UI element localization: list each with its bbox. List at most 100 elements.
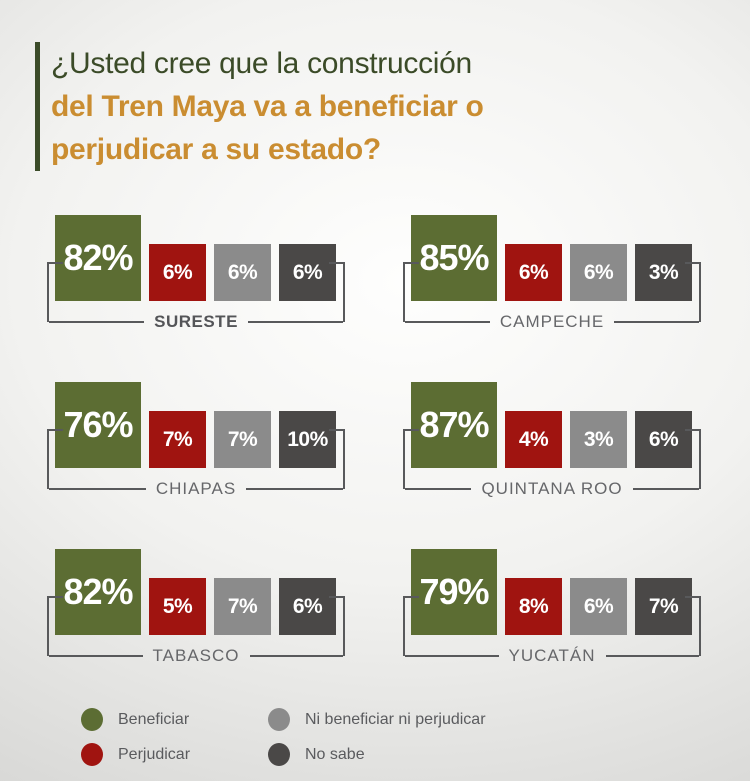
bracket-bottom: TABASCO — [49, 645, 344, 667]
bar-value: 3% — [583, 427, 614, 451]
bracket-bottom: YUCATÁN — [405, 645, 700, 667]
bar-value: 3% — [648, 260, 679, 284]
legend-column-1: Beneficiar Perjudicar — [81, 708, 268, 766]
bracket-line — [614, 321, 700, 323]
question-title: ¿Usted cree que la construcción del Tren… — [35, 42, 701, 171]
bar-perjudicar: 6% — [149, 244, 206, 301]
bracket-left — [403, 596, 419, 656]
bar-value: 6% — [162, 260, 193, 284]
bar-value: 7% — [227, 427, 258, 451]
bar-row: 85% 6% 6% 3% — [403, 215, 701, 301]
bar-value: 6% — [648, 427, 679, 451]
bar-no-sabe: 6% — [279, 578, 336, 635]
bracket-line — [632, 488, 699, 490]
bar-value: 10% — [287, 427, 328, 451]
bar-value: 6% — [583, 260, 614, 284]
bracket-line — [405, 655, 499, 657]
title-line-2: del Tren Maya va a beneficiar o — [51, 90, 484, 123]
chart-group-tabasco: 82% 5% 7% 6% TABASCO — [47, 549, 345, 665]
bracket-right — [329, 262, 345, 322]
group-label: YUCATÁN — [508, 646, 596, 665]
bar-row: 87% 4% 3% 6% — [403, 382, 701, 468]
bar-perjudicar: 8% — [505, 578, 562, 635]
bracket-line — [49, 488, 146, 490]
bar-value: 6% — [227, 260, 258, 284]
bar-value: 79% — [419, 571, 489, 612]
bracket-left — [47, 262, 63, 322]
legend-dot-ni-beneficiar-ni-perjudicar — [268, 708, 290, 731]
legend-item-perjudicar: Perjudicar — [81, 743, 268, 766]
infographic: ¿Usted cree que la construcción del Tren… — [0, 42, 750, 766]
legend-label: Beneficiar — [118, 710, 190, 728]
bracket-bottom: CAMPECHE — [405, 311, 700, 333]
bar-row: 82% 5% 7% 6% — [47, 549, 345, 635]
bracket-left — [47, 596, 63, 656]
bar-no-sabe: 10% — [279, 411, 336, 468]
bar-value: 7% — [227, 594, 258, 618]
chart-group-quintana-roo: 87% 4% 3% 6% QUINTANA ROO — [403, 382, 701, 498]
bar-value: 5% — [162, 594, 193, 618]
chart-group-sureste: 82% 6% 6% 6% SURESTE — [47, 215, 345, 331]
legend-label: No sabe — [305, 745, 365, 763]
bracket-line — [49, 321, 145, 323]
bracket-bottom: CHIAPAS — [49, 478, 343, 500]
title-line-3: perjudicar a su estado? — [51, 133, 381, 166]
bar-value: 82% — [63, 237, 133, 278]
bar-ni-beneficiar-ni-perjudicar: 7% — [214, 578, 271, 635]
bar-value: 7% — [162, 427, 193, 451]
bracket-left — [403, 262, 419, 322]
legend-dot-beneficiar — [81, 708, 103, 731]
legend: Beneficiar Perjudicar Ni beneficiar ni p… — [81, 708, 750, 766]
legend-item-beneficiar: Beneficiar — [81, 708, 268, 731]
bar-beneficiar: 82% — [55, 215, 141, 301]
bar-ni-beneficiar-ni-perjudicar: 7% — [214, 411, 271, 468]
group-label: QUINTANA ROO — [481, 479, 623, 498]
bar-beneficiar: 82% — [55, 549, 141, 635]
legend-dot-perjudicar — [81, 743, 103, 766]
bracket-bottom: SURESTE — [49, 311, 344, 333]
bracket-line — [49, 655, 143, 657]
bar-beneficiar: 85% — [411, 215, 497, 301]
bar-ni-beneficiar-ni-perjudicar: 6% — [214, 244, 271, 301]
legend-dot-no-sabe — [268, 743, 290, 766]
bracket-right — [329, 596, 345, 656]
title-line-1: ¿Usted cree que la construcción — [51, 47, 472, 80]
bracket-bottom: QUINTANA ROO — [405, 478, 699, 500]
chart-group-campeche: 85% 6% 6% 3% CAMPECHE — [403, 215, 701, 331]
bar-value: 6% — [583, 594, 614, 618]
bar-value: 6% — [518, 260, 549, 284]
group-label: CHIAPAS — [155, 479, 237, 498]
group-label: CAMPECHE — [499, 312, 605, 331]
bracket-right — [329, 429, 345, 489]
bracket-right — [685, 429, 701, 489]
bar-value: 6% — [292, 260, 323, 284]
bar-no-sabe: 7% — [635, 578, 692, 635]
legend-label: Perjudicar — [118, 745, 191, 763]
bar-ni-beneficiar-ni-perjudicar: 3% — [570, 411, 627, 468]
bracket-right — [685, 262, 701, 322]
bar-value: 7% — [648, 594, 679, 618]
bar-value: 87% — [419, 404, 489, 445]
bar-value: 6% — [292, 594, 323, 618]
bracket-left — [47, 429, 63, 489]
legend-column-2: Ni beneficiar ni perjudicar No sabe — [268, 708, 486, 766]
chart-group-chiapas: 76% 7% 7% 10% CHIAPAS — [47, 382, 345, 498]
chart-group-yucatan: 79% 8% 6% 7% YUCATÁN — [403, 549, 701, 665]
bar-no-sabe: 6% — [279, 244, 336, 301]
bar-value: 76% — [63, 404, 133, 445]
bar-row: 79% 8% 6% 7% — [403, 549, 701, 635]
legend-item-ni-beneficiar-ni-perjudicar: Ni beneficiar ni perjudicar — [268, 708, 486, 731]
bar-value: 8% — [518, 594, 549, 618]
group-label: SURESTE — [154, 312, 238, 331]
bracket-line — [405, 321, 490, 323]
bracket-line — [247, 321, 344, 323]
bar-value: 4% — [518, 427, 549, 451]
bar-perjudicar: 7% — [149, 411, 206, 468]
bar-no-sabe: 3% — [635, 244, 692, 301]
bracket-right — [685, 596, 701, 656]
bar-row: 82% 6% 6% 6% — [47, 215, 345, 301]
legend-item-no-sabe: No sabe — [268, 743, 486, 766]
bracket-line — [246, 488, 343, 490]
bar-value: 82% — [63, 571, 133, 612]
bracket-line — [405, 488, 472, 490]
